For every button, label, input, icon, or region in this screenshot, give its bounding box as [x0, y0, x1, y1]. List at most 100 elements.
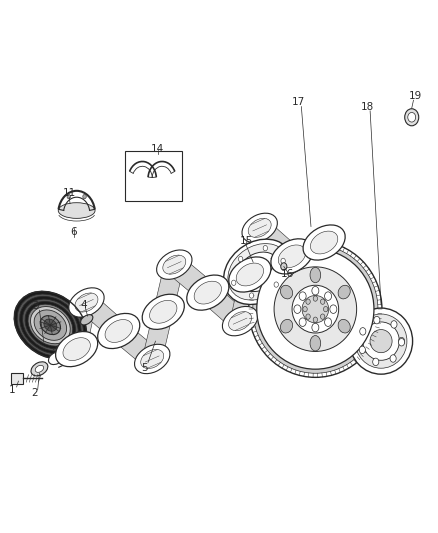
Circle shape: [294, 305, 301, 313]
Circle shape: [321, 299, 325, 304]
Polygon shape: [240, 225, 269, 277]
Polygon shape: [113, 321, 158, 369]
Text: 17: 17: [292, 98, 305, 107]
Ellipse shape: [280, 285, 293, 299]
Polygon shape: [143, 309, 173, 362]
Ellipse shape: [31, 362, 48, 376]
Ellipse shape: [363, 322, 399, 360]
Ellipse shape: [223, 239, 293, 304]
Circle shape: [299, 292, 306, 301]
Circle shape: [313, 317, 318, 322]
Text: 14: 14: [151, 144, 164, 154]
Circle shape: [399, 337, 405, 345]
Ellipse shape: [229, 312, 251, 330]
Circle shape: [299, 318, 306, 326]
Ellipse shape: [75, 293, 98, 312]
Circle shape: [324, 306, 328, 312]
Ellipse shape: [14, 292, 86, 359]
Ellipse shape: [350, 308, 413, 374]
Circle shape: [313, 296, 318, 301]
Ellipse shape: [31, 306, 70, 344]
Ellipse shape: [242, 213, 277, 243]
Circle shape: [312, 286, 319, 295]
Circle shape: [325, 292, 332, 301]
Polygon shape: [254, 219, 297, 266]
Ellipse shape: [229, 257, 271, 292]
Ellipse shape: [237, 252, 279, 292]
Ellipse shape: [292, 285, 339, 333]
Polygon shape: [231, 272, 259, 324]
Text: 1: 1: [9, 385, 16, 395]
Text: 5: 5: [141, 363, 148, 373]
Ellipse shape: [141, 350, 164, 368]
Ellipse shape: [257, 249, 374, 369]
Ellipse shape: [81, 314, 93, 325]
Circle shape: [274, 282, 279, 287]
Ellipse shape: [17, 294, 84, 356]
Ellipse shape: [25, 302, 76, 349]
Circle shape: [281, 258, 285, 263]
Ellipse shape: [98, 313, 140, 349]
Circle shape: [330, 305, 337, 313]
Text: 11: 11: [63, 188, 76, 198]
Ellipse shape: [34, 310, 67, 341]
Ellipse shape: [149, 301, 177, 323]
Circle shape: [373, 358, 379, 366]
Ellipse shape: [44, 319, 57, 331]
FancyBboxPatch shape: [11, 373, 23, 384]
Circle shape: [232, 280, 236, 286]
Ellipse shape: [370, 329, 392, 353]
Ellipse shape: [63, 338, 90, 360]
Ellipse shape: [142, 294, 184, 329]
FancyBboxPatch shape: [125, 150, 182, 201]
Ellipse shape: [310, 268, 321, 282]
Ellipse shape: [35, 365, 44, 373]
Ellipse shape: [157, 250, 192, 279]
Ellipse shape: [338, 319, 350, 333]
Circle shape: [249, 293, 254, 298]
Ellipse shape: [163, 255, 186, 274]
Ellipse shape: [311, 231, 338, 254]
Circle shape: [359, 346, 365, 353]
Circle shape: [408, 112, 416, 122]
Ellipse shape: [303, 225, 345, 260]
Circle shape: [238, 256, 243, 262]
Text: 16: 16: [281, 270, 294, 279]
Circle shape: [83, 195, 86, 199]
Ellipse shape: [248, 219, 271, 237]
Ellipse shape: [249, 241, 382, 377]
Ellipse shape: [310, 336, 321, 351]
Text: 4: 4: [81, 300, 88, 310]
Ellipse shape: [134, 344, 170, 374]
Ellipse shape: [253, 245, 378, 373]
Ellipse shape: [40, 316, 60, 335]
Circle shape: [374, 317, 380, 324]
Ellipse shape: [355, 314, 407, 368]
Text: 18: 18: [361, 102, 374, 111]
Text: 2: 2: [32, 388, 39, 398]
Ellipse shape: [22, 299, 78, 351]
Polygon shape: [154, 261, 184, 315]
Ellipse shape: [105, 320, 132, 342]
Circle shape: [390, 355, 396, 362]
Ellipse shape: [236, 263, 264, 286]
Polygon shape: [81, 293, 124, 341]
Ellipse shape: [278, 245, 306, 268]
Circle shape: [391, 321, 397, 328]
Ellipse shape: [194, 281, 222, 304]
Ellipse shape: [49, 352, 64, 365]
Text: 15: 15: [240, 236, 253, 246]
Circle shape: [405, 109, 419, 126]
Ellipse shape: [228, 244, 289, 300]
Circle shape: [263, 246, 268, 251]
Ellipse shape: [56, 332, 98, 367]
Polygon shape: [67, 300, 96, 352]
Ellipse shape: [28, 304, 73, 346]
Ellipse shape: [302, 295, 328, 323]
Ellipse shape: [187, 275, 229, 310]
Circle shape: [306, 299, 310, 304]
Text: 19: 19: [409, 91, 422, 101]
Text: 6: 6: [70, 227, 77, 237]
Text: 3: 3: [32, 302, 39, 311]
Ellipse shape: [223, 306, 258, 336]
